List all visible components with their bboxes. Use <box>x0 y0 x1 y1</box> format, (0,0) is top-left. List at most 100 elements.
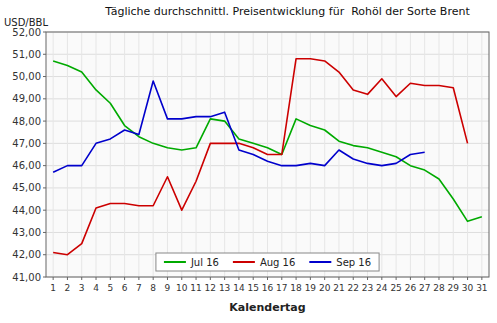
x-tick <box>353 277 354 280</box>
grid-line <box>124 32 125 277</box>
x-tick-label: 28 <box>433 283 445 293</box>
x-tick <box>296 277 297 280</box>
grid-line <box>153 32 154 277</box>
grid-line <box>467 32 468 277</box>
grid-line <box>196 32 197 277</box>
grid-line <box>53 32 54 277</box>
grid-line <box>81 32 82 277</box>
x-tick <box>367 277 368 280</box>
grid-line <box>381 32 382 277</box>
x-tick-label: 20 <box>319 283 331 293</box>
grid-line <box>67 32 68 277</box>
x-tick <box>67 277 68 280</box>
x-tick-label: 31 <box>476 283 487 293</box>
x-tick-label: 30 <box>462 283 474 293</box>
grid-line <box>438 32 439 277</box>
y-tick-label: 52,00 <box>12 27 41 38</box>
y-tick <box>43 165 46 166</box>
x-tick <box>267 277 268 280</box>
x-tick-label: 4 <box>93 283 99 293</box>
line <box>53 59 467 255</box>
grid-line <box>110 32 111 277</box>
grid-line <box>167 32 168 277</box>
grid-line <box>296 32 297 277</box>
x-tick-label: 10 <box>176 283 188 293</box>
x-tick-label: 2 <box>65 283 71 293</box>
x-tick <box>310 277 311 280</box>
grid-line <box>324 32 325 277</box>
x-tick <box>338 277 339 280</box>
x-tick-label: 27 <box>419 283 430 293</box>
grid-line <box>353 32 354 277</box>
y-tick-label: 46,00 <box>12 160 41 171</box>
x-tick-label: 24 <box>376 283 388 293</box>
x-axis: 1234567891011121314151617181920212223242… <box>50 277 487 293</box>
grid-line <box>224 32 225 277</box>
legend-label: Jul 16 <box>190 257 219 268</box>
legend-label: Sep 16 <box>336 257 371 268</box>
x-tick <box>396 277 397 280</box>
legend-swatch <box>309 261 331 263</box>
y-tick-label: 44,00 <box>12 205 41 216</box>
x-axis-label: Kalendertag <box>229 301 305 314</box>
grid-line <box>338 32 339 277</box>
y-tick <box>43 254 46 255</box>
grid-line <box>367 32 368 277</box>
y-tick-label: 48,00 <box>12 116 41 127</box>
legend-swatch <box>164 261 186 263</box>
x-tick <box>181 277 182 280</box>
grid-line <box>310 32 311 277</box>
y-tick-label: 50,00 <box>12 71 41 82</box>
x-tick-label: 18 <box>290 283 302 293</box>
x-tick-label: 15 <box>247 283 258 293</box>
x-tick-label: 17 <box>276 283 287 293</box>
chart: 41,0042,0043,0044,0045,0046,0047,0048,00… <box>0 0 497 323</box>
y-axis: 41,0042,0043,0044,0045,0046,0047,0048,00… <box>12 27 46 283</box>
y-tick <box>43 143 46 144</box>
x-tick-label: 6 <box>122 283 128 293</box>
legend-swatch <box>233 261 255 263</box>
x-tick <box>138 277 139 280</box>
y-tick-label: 42,00 <box>12 249 41 260</box>
x-tick <box>224 277 225 280</box>
legend-label: Aug 16 <box>260 257 295 268</box>
y-tick-label: 45,00 <box>12 182 41 193</box>
grid-line <box>181 32 182 277</box>
grid-line <box>481 32 482 277</box>
grid-line <box>396 32 397 277</box>
grid-line <box>424 32 425 277</box>
y-tick-label: 49,00 <box>12 93 41 104</box>
x-tick-label: 26 <box>405 283 417 293</box>
x-tick-label: 1 <box>50 283 56 293</box>
grid-line <box>96 32 97 277</box>
grid-line <box>453 32 454 277</box>
grid <box>46 32 489 277</box>
y-tick-label: 43,00 <box>12 227 41 238</box>
y-tick <box>43 32 46 33</box>
y-tick <box>43 76 46 77</box>
plot-area <box>46 32 489 277</box>
x-tick <box>281 277 282 280</box>
x-tick-label: 14 <box>233 283 245 293</box>
x-tick <box>167 277 168 280</box>
y-tick-label: 41,00 <box>12 272 41 283</box>
x-tick <box>96 277 97 280</box>
y-tick <box>43 54 46 55</box>
x-tick <box>81 277 82 280</box>
y-axis-label: USD/BBL <box>4 17 48 28</box>
x-tick <box>210 277 211 280</box>
plot-frame <box>46 32 489 277</box>
y-tick <box>43 98 46 99</box>
y-tick <box>43 277 46 278</box>
x-tick-label: 16 <box>262 283 274 293</box>
y-tick <box>43 187 46 188</box>
x-tick-label: 21 <box>333 283 344 293</box>
y-tick-label: 51,00 <box>12 49 41 60</box>
x-tick-label: 3 <box>79 283 85 293</box>
x-tick-label: 7 <box>136 283 142 293</box>
x-tick-label: 11 <box>190 283 201 293</box>
line <box>53 81 425 172</box>
x-tick <box>438 277 439 280</box>
x-tick <box>410 277 411 280</box>
x-tick <box>253 277 254 280</box>
